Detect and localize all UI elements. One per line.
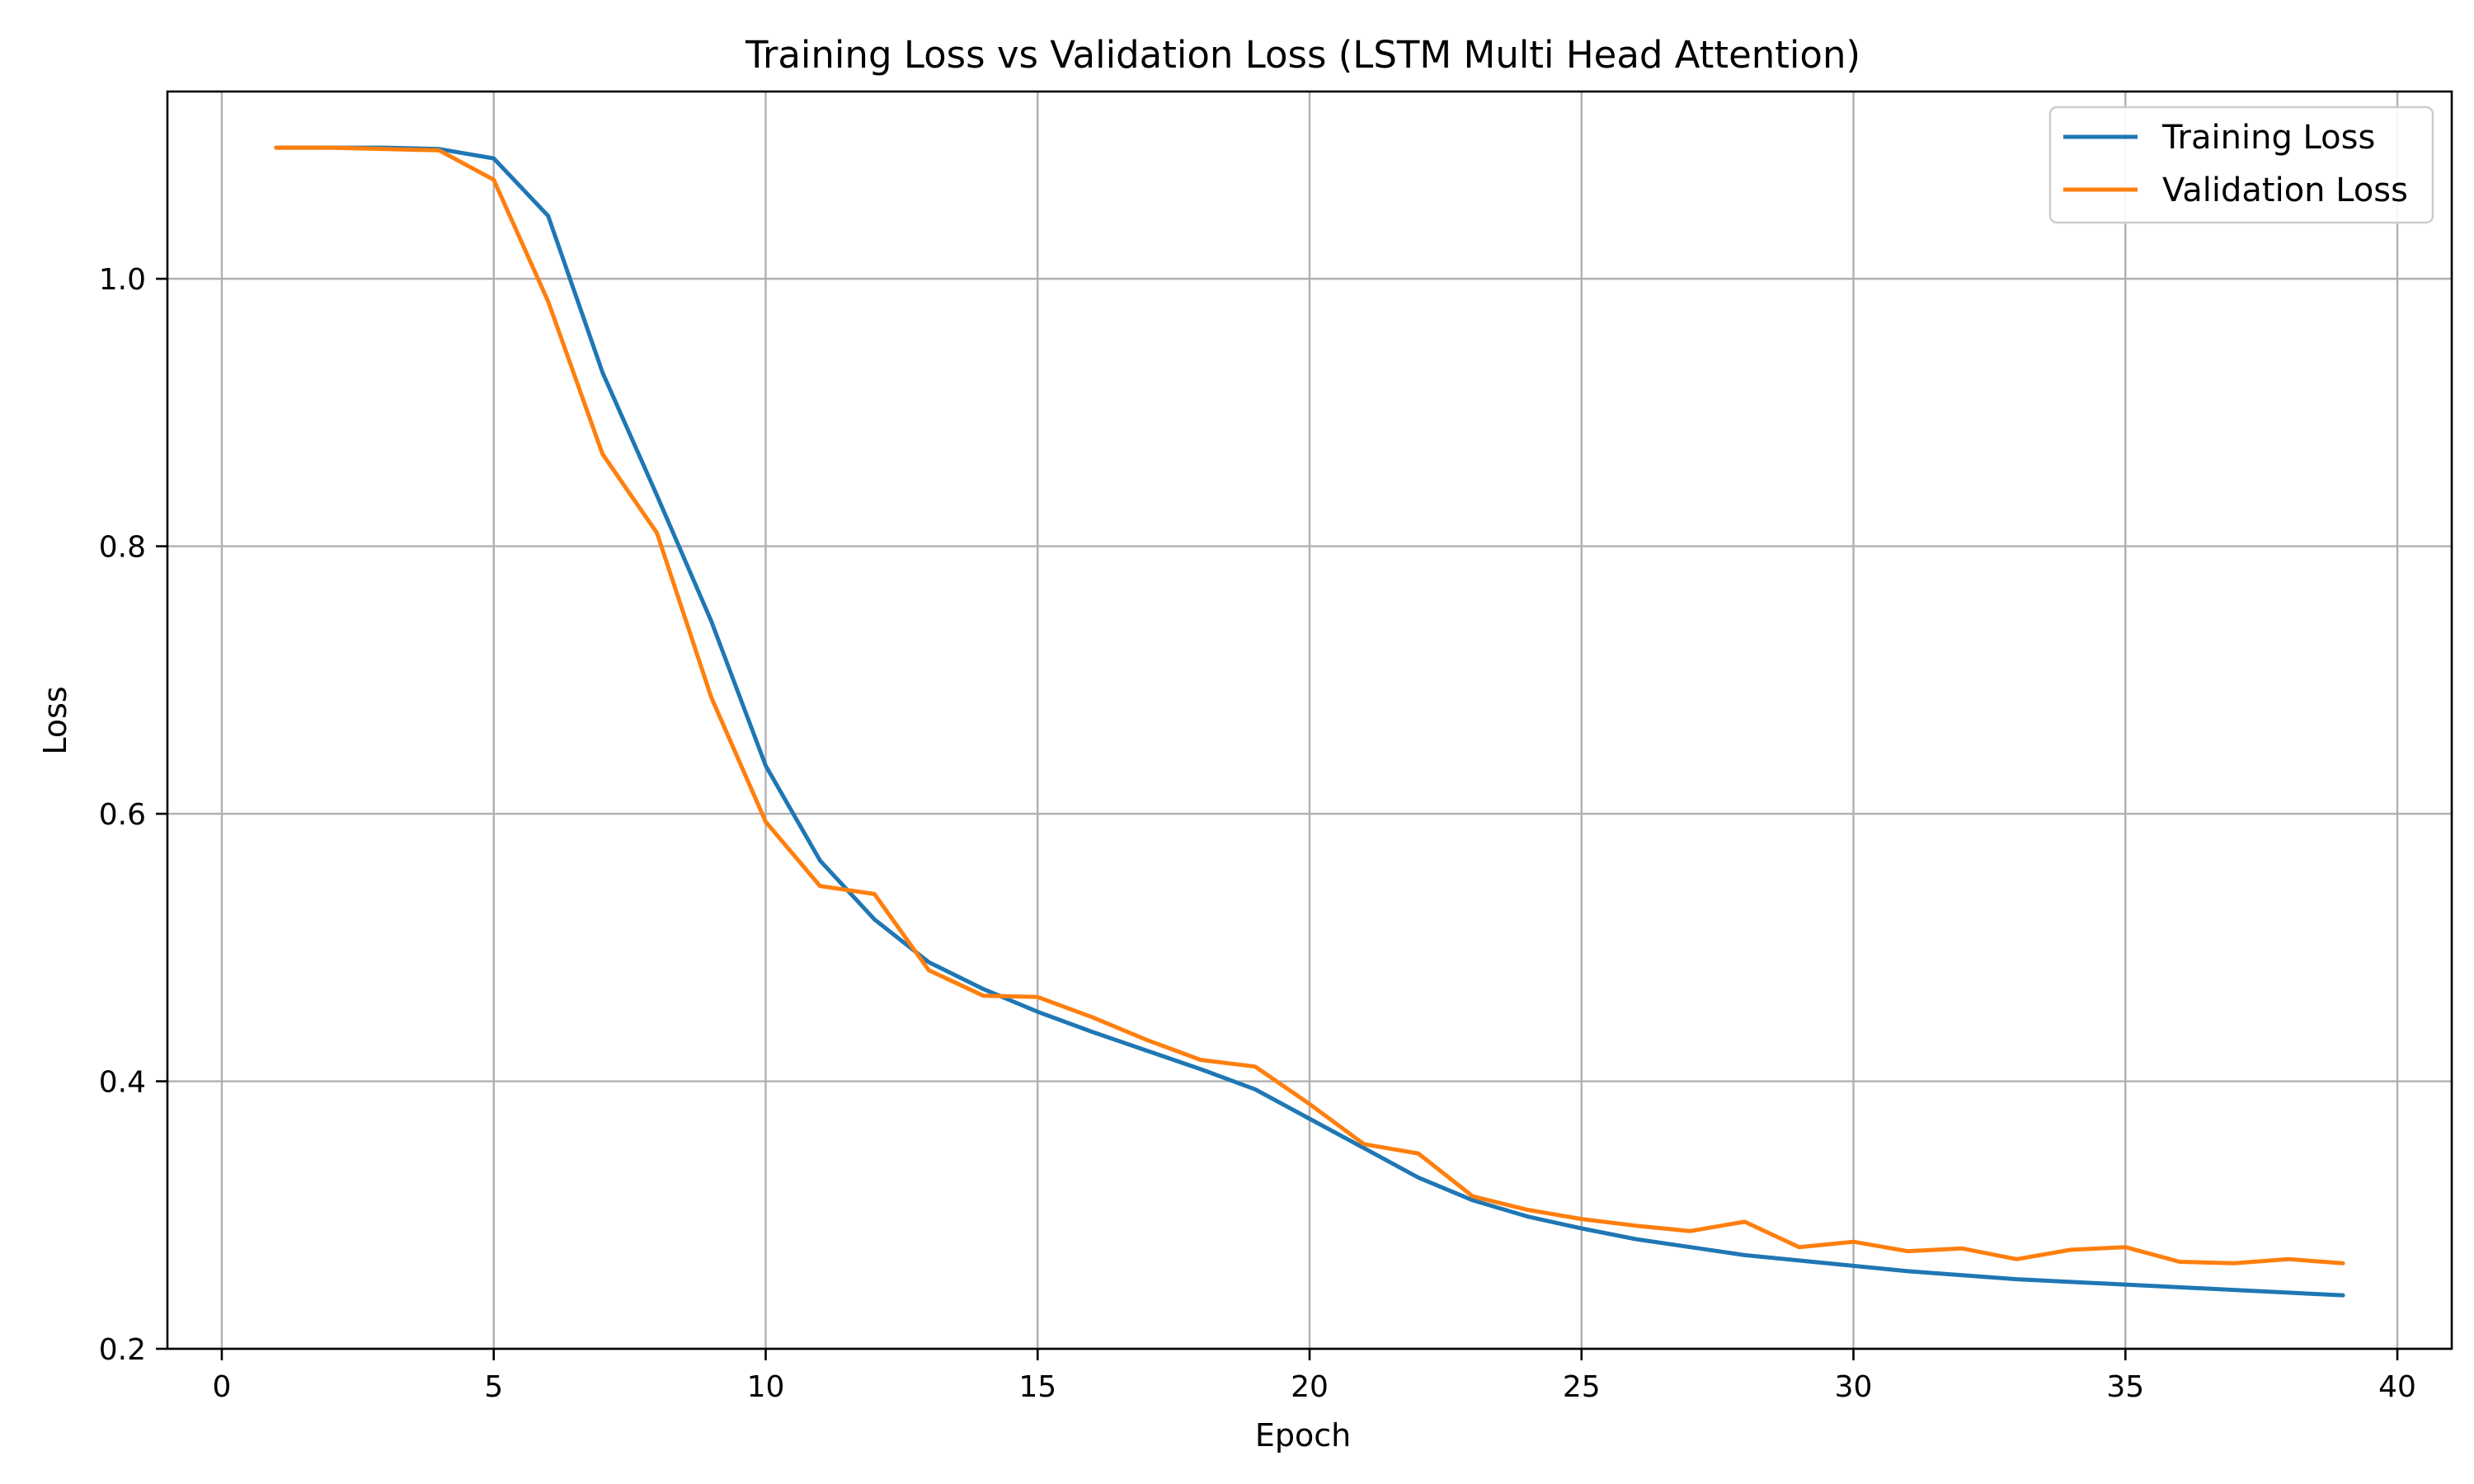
legend-label-validation-loss: Validation Loss xyxy=(2162,171,2408,209)
x-tick-label: 15 xyxy=(1018,1370,1056,1404)
x-tick-label: 20 xyxy=(1291,1370,1329,1404)
series-line-training-loss xyxy=(274,145,2345,1298)
series-line-validation-loss xyxy=(274,145,2345,1266)
legend-label-training-loss: Training Loss xyxy=(2161,119,2375,157)
x-tick-label: 30 xyxy=(1835,1370,1873,1404)
y-tick-label: 0.2 xyxy=(99,1333,146,1367)
x-tick-label: 35 xyxy=(2106,1370,2144,1404)
legend-box xyxy=(2048,106,2434,224)
x-tick-label: 5 xyxy=(484,1370,503,1404)
x-tick-label: 25 xyxy=(1563,1370,1601,1404)
grid xyxy=(167,92,2452,1350)
legend: Training Loss Validation Loss xyxy=(2048,106,2434,224)
y-axis-label: Loss xyxy=(37,686,73,754)
chart-title: Training Loss vs Validation Loss (LSTM M… xyxy=(745,33,1860,77)
x-tick-label: 0 xyxy=(212,1370,231,1404)
x-axis-label: Epoch xyxy=(1255,1417,1351,1453)
x-tick-label: 10 xyxy=(747,1370,785,1404)
y-tick-label: 0.8 xyxy=(99,531,146,565)
y-tick-label: 0.6 xyxy=(99,798,146,832)
y-tick-label: 1.0 xyxy=(99,263,146,297)
x-tick-label: 40 xyxy=(2378,1370,2416,1404)
series-lines xyxy=(274,145,2345,1298)
axis-ticks: 0 5 10 15 20 25 30 35 40 0.2 0.4 0.6 0.8 1.0 xyxy=(99,263,2416,1404)
y-tick-label: 0.4 xyxy=(99,1066,146,1100)
